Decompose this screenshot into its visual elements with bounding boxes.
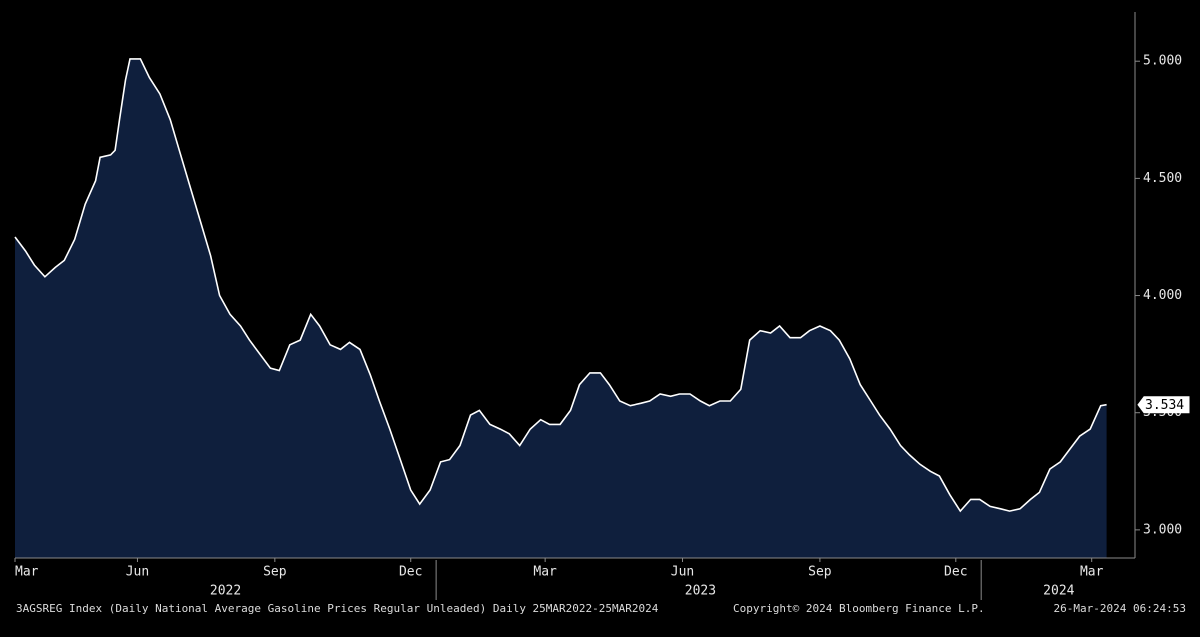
x-tick-label: Sep <box>808 565 832 580</box>
x-tick-label: Jun <box>671 565 694 580</box>
y-tick-label: 5.000 <box>1143 54 1182 69</box>
year-label: 2022 <box>210 584 241 599</box>
price-line <box>14 58 1107 513</box>
footer-source: 3AGSREG Index (Daily National Average Ga… <box>16 602 659 615</box>
x-tick-label: Mar <box>1080 565 1104 580</box>
x-tick-label: Mar <box>533 565 557 580</box>
year-label: 2023 <box>685 584 716 599</box>
area-fill <box>15 58 1107 559</box>
x-tick-label: Dec <box>399 565 422 580</box>
x-tick-label: Jun <box>126 565 149 580</box>
footer-copyright: Copyright© 2024 Bloomberg Finance L.P. <box>733 602 985 615</box>
x-tick-label: Sep <box>263 565 287 580</box>
year-label: 2024 <box>1043 584 1074 599</box>
last-value-tag <box>1137 396 1190 414</box>
last-value-label: 3.534 <box>1145 398 1184 413</box>
y-tick-label: 4.000 <box>1143 288 1182 303</box>
y-tick-label: 4.500 <box>1143 171 1182 186</box>
y-tick-label: 3.000 <box>1143 522 1182 537</box>
x-tick-label: Mar <box>15 565 39 580</box>
footer-timestamp: 26-Mar-2024 06:24:53 <box>1054 602 1186 615</box>
x-tick-label: Dec <box>944 565 967 580</box>
